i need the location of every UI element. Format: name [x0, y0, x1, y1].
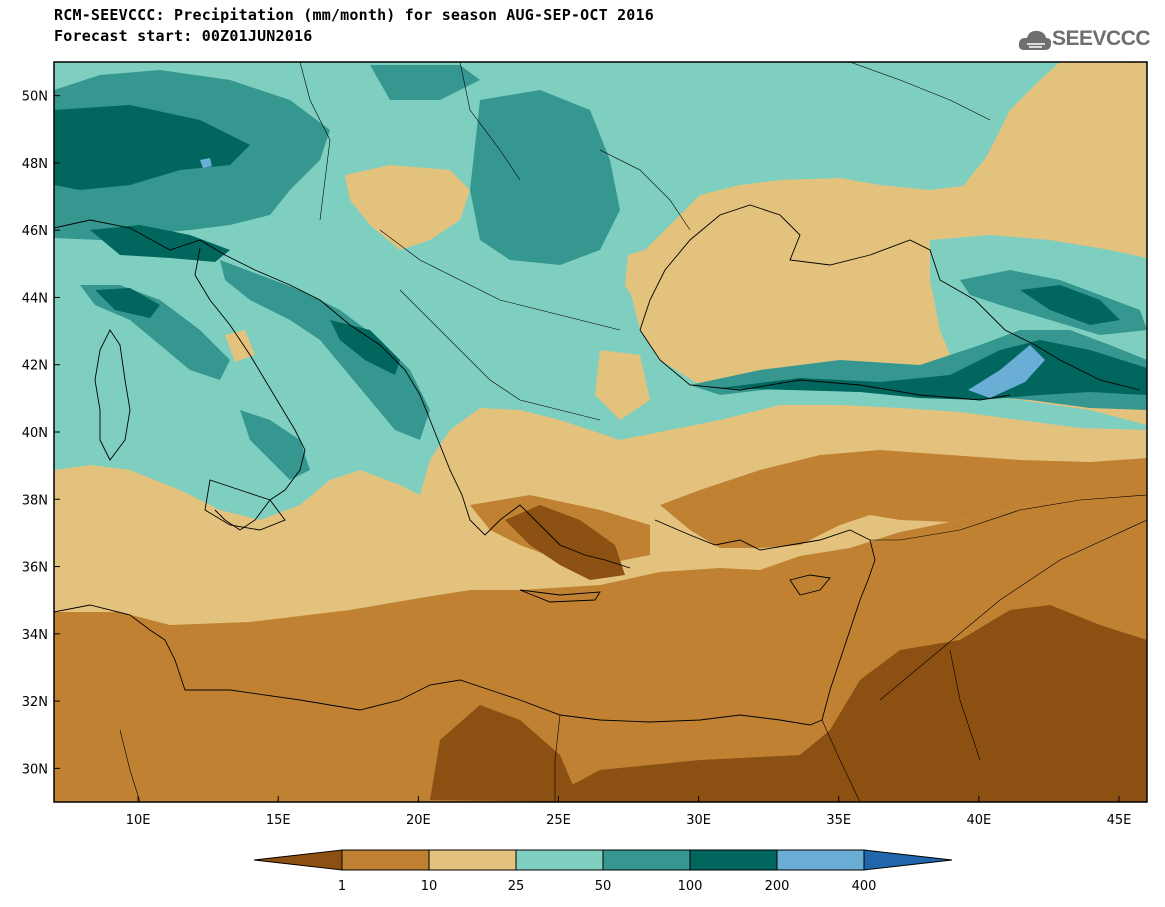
- lat-tick-label: 32N: [22, 695, 48, 710]
- longitude-axis: 10E 15E 20E 25E 30E 35E 40E 45E: [126, 796, 1132, 828]
- precipitation-field: [54, 62, 1147, 802]
- lat-tick-label: 42N: [22, 359, 48, 374]
- colorbar: 1 10 25 50 100 200 400: [253, 849, 953, 894]
- colorbar-high-triangle: [863, 849, 953, 871]
- colorbar-swatch: [602, 849, 691, 871]
- colorbar-label: 25: [508, 879, 525, 894]
- colorbar-label: 1: [338, 879, 346, 894]
- logo-text: SEEVCCC: [1052, 27, 1151, 50]
- colorbar-label: 50: [595, 879, 612, 894]
- forecast-start-subtitle: Forecast start: 00Z01JUN2016: [54, 27, 313, 45]
- cloud-icon: [1018, 30, 1052, 50]
- colorbar-label: 10: [421, 879, 438, 894]
- lon-tick-label: 15E: [266, 813, 291, 828]
- lat-tick-label: 40N: [22, 426, 48, 441]
- colorbar-label: 100: [678, 879, 703, 894]
- lon-tick-label: 20E: [406, 813, 431, 828]
- lat-tick-label: 34N: [22, 628, 48, 643]
- lat-tick-label: 36N: [22, 561, 48, 576]
- lat-tick-label: 44N: [22, 291, 48, 306]
- latitude-axis: 50N 48N 46N 44N 42N 40N 38N 36N 34N 32N 30N: [22, 90, 60, 777]
- lon-tick-label: 35E: [826, 813, 851, 828]
- lon-tick-label: 45E: [1107, 813, 1132, 828]
- lon-tick-label: 40E: [966, 813, 991, 828]
- lat-tick-label: 50N: [22, 90, 48, 105]
- colorbar-swatch: [515, 849, 604, 871]
- colorbar-swatch: [776, 849, 865, 871]
- colorbar-label: 400: [852, 879, 877, 894]
- lat-tick-label: 46N: [22, 224, 48, 239]
- colorbar-swatch: [341, 849, 430, 871]
- lon-tick-label: 10E: [126, 813, 151, 828]
- colorbar-swatch: [689, 849, 778, 871]
- lon-tick-label: 25E: [546, 813, 571, 828]
- lat-tick-label: 30N: [22, 762, 48, 777]
- colorbar-label: 200: [765, 879, 790, 894]
- lon-tick-label: 30E: [686, 813, 711, 828]
- lat-tick-label: 38N: [22, 493, 48, 508]
- lat-tick-label: 48N: [22, 157, 48, 172]
- colorbar-swatch: [428, 849, 517, 871]
- map-title: RCM-SEEVCCC: Precipitation (mm/month) fo…: [54, 6, 654, 24]
- colorbar-low-triangle: [253, 849, 343, 871]
